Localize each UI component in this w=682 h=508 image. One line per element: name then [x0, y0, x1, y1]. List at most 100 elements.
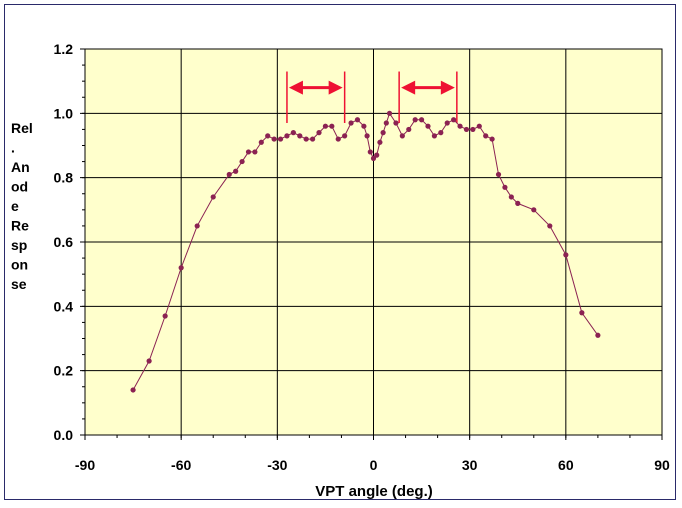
data-point — [210, 194, 216, 200]
data-point — [265, 133, 271, 139]
data-point — [531, 207, 537, 213]
arrow-head-right — [440, 80, 455, 95]
arrow-head-left — [288, 80, 303, 95]
data-point — [386, 110, 393, 116]
y-axis-title-line: sp — [11, 237, 27, 253]
data-point — [457, 123, 463, 129]
data-point — [316, 130, 322, 136]
y-tick-label: 0.0 — [54, 427, 74, 443]
data-point — [595, 332, 601, 338]
data-point — [364, 133, 370, 139]
annotations — [286, 71, 458, 123]
data-point — [348, 120, 354, 126]
line-chart: -90 -60 -30 0 30 60 90 0.0 0.2 0.4 0.6 0.8 1.0 1.2 V… — [11, 41, 670, 500]
x-axis-title: VPT angle (deg.) — [315, 483, 433, 500]
y-axis-title-line: Rel — [11, 120, 33, 136]
double-arrow-annotation — [398, 71, 458, 123]
y-tick-label: 1.2 — [54, 41, 74, 57]
data-point — [290, 130, 296, 136]
data-point — [245, 149, 252, 155]
data-point — [444, 120, 450, 126]
data-point — [418, 117, 425, 123]
data-point — [361, 123, 367, 129]
grid-lines — [80, 48, 663, 440]
y-axis-title-line: od — [11, 179, 28, 195]
data-points — [130, 110, 601, 393]
data-point — [162, 313, 168, 319]
data-point — [515, 200, 521, 206]
data-point — [425, 123, 431, 129]
data-point — [470, 126, 476, 133]
data-point — [508, 194, 514, 200]
data-point — [412, 117, 418, 123]
data-point — [252, 149, 258, 155]
data-point — [451, 117, 457, 123]
data-point — [367, 149, 373, 155]
data-point — [579, 310, 585, 316]
y-tick-label: 0.2 — [54, 363, 74, 379]
data-point — [489, 136, 495, 142]
double-arrow-annotation — [286, 71, 346, 123]
data-point — [431, 133, 438, 139]
data-point — [277, 136, 284, 142]
y-axis-title-line: . — [11, 140, 15, 156]
data-point — [380, 130, 386, 136]
y-tick-label: 1.0 — [54, 105, 74, 121]
data-point — [342, 133, 348, 139]
data-point — [547, 223, 553, 229]
y-axis-title-line: An — [11, 159, 30, 175]
data-point — [178, 265, 184, 271]
y-axis-title: Rel. An od e Re sp on se — [11, 120, 33, 292]
y-tick-labels: 0.0 0.2 0.4 0.6 0.8 1.0 1.2 — [54, 41, 74, 443]
data-point — [309, 136, 316, 142]
data-point — [284, 133, 290, 139]
data-point — [194, 223, 200, 229]
data-point — [393, 120, 399, 126]
data-point — [322, 123, 329, 129]
data-point — [239, 158, 245, 165]
data-point — [377, 139, 383, 145]
data-point — [495, 171, 502, 178]
y-axis-title-line: on — [11, 257, 28, 273]
data-point — [329, 123, 335, 129]
data-point — [476, 123, 482, 129]
data-point — [258, 139, 264, 145]
y-tick-label: 0.6 — [54, 234, 74, 250]
x-tick-label: 90 — [654, 457, 670, 473]
data-point — [146, 358, 152, 364]
data-point — [383, 120, 389, 126]
data-point — [370, 155, 377, 161]
x-tick-label: 0 — [370, 457, 378, 473]
x-tick-label: 30 — [462, 457, 478, 473]
data-point — [130, 387, 136, 393]
x-tick-label: 60 — [558, 457, 574, 473]
arrow-head-right — [328, 80, 343, 95]
y-tick-label: 0.4 — [54, 298, 74, 314]
data-point — [354, 117, 361, 123]
minor-ticks — [82, 48, 663, 438]
data-point — [563, 252, 569, 258]
x-tick-label: -60 — [171, 457, 191, 473]
x-tick-label: -30 — [267, 457, 287, 473]
data-point — [297, 133, 303, 139]
data-point — [335, 136, 341, 142]
data-point — [463, 126, 470, 133]
y-axis-title-line: se — [11, 276, 27, 292]
x-tick-labels: -90 -60 -30 0 30 60 90 — [75, 457, 670, 473]
data-point — [271, 136, 277, 142]
data-point — [406, 126, 412, 133]
data-point — [438, 130, 444, 136]
x-tick-label: -90 — [75, 457, 95, 473]
data-point — [502, 184, 508, 190]
data-point — [226, 171, 232, 178]
data-point — [483, 133, 489, 139]
y-tick-label: 0.8 — [54, 170, 74, 186]
data-point — [399, 133, 405, 139]
arrow-head-left — [401, 80, 416, 95]
y-axis-title-line: Re — [11, 218, 29, 234]
data-point — [303, 136, 309, 142]
data-point — [233, 168, 239, 174]
chart-frame: -90 -60 -30 0 30 60 90 0.0 0.2 0.4 0.6 0.8 1.0 1.2 V… — [4, 4, 676, 500]
y-axis-title-line: e — [11, 198, 19, 214]
data-point — [374, 152, 380, 158]
